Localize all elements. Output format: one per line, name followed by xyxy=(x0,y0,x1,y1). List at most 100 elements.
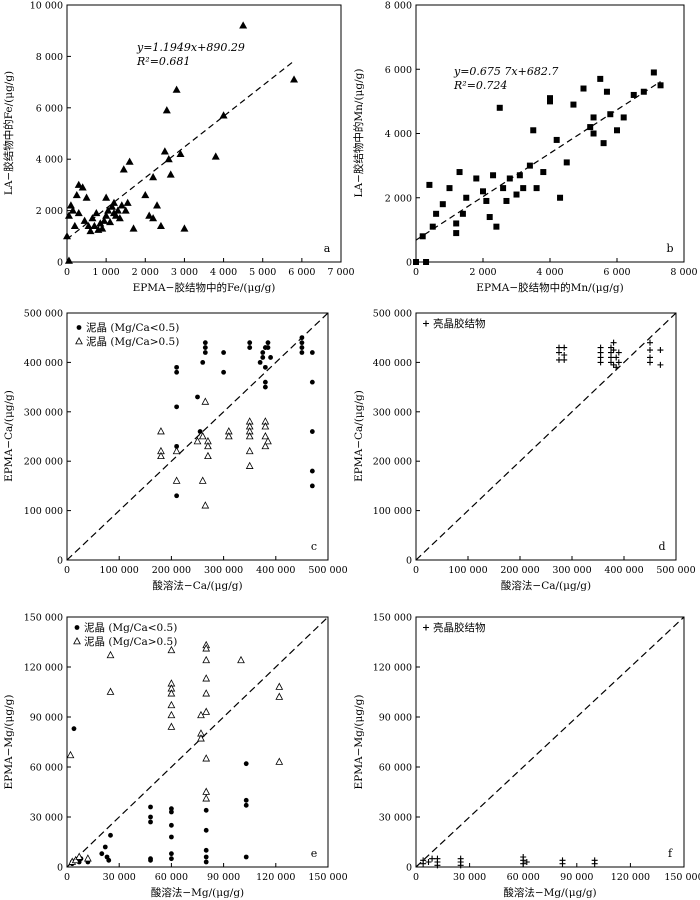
data-point xyxy=(245,461,254,469)
data-point xyxy=(503,197,510,204)
data-point xyxy=(64,256,73,264)
y-tick-label: 120 000 xyxy=(373,663,412,674)
x-tick-label: 4 000 xyxy=(536,267,563,278)
y-tick-label: 100 000 xyxy=(24,506,63,517)
data-point xyxy=(506,175,513,182)
series xyxy=(157,397,272,509)
data-point xyxy=(243,761,249,767)
data-point xyxy=(201,501,210,509)
data-point xyxy=(169,809,174,815)
data-point xyxy=(657,82,664,89)
y-tick-label: 0 xyxy=(57,258,63,269)
data-point xyxy=(92,208,101,217)
x-tick-label: 120 000 xyxy=(256,872,295,883)
data-point xyxy=(456,169,463,176)
y-tick-label: 2 000 xyxy=(36,206,63,217)
data-point xyxy=(480,188,486,195)
data-point xyxy=(111,211,120,219)
data-point xyxy=(453,220,460,227)
data-point xyxy=(426,181,433,188)
data-point xyxy=(483,197,490,204)
y-tick-label: 200 000 xyxy=(24,457,63,468)
data-point xyxy=(520,860,527,867)
data-point xyxy=(261,441,270,450)
data-point xyxy=(290,75,299,83)
x-tick-label: 90 000 xyxy=(207,872,240,883)
y-axis-label: EPMA−Ca/(μg/g) xyxy=(353,390,365,482)
data-point xyxy=(160,147,169,155)
x-tick-label: 200 000 xyxy=(152,565,191,576)
data-point xyxy=(198,432,207,440)
data-point xyxy=(172,85,181,93)
panel-label: e xyxy=(311,847,318,860)
y-tick-label: 6 000 xyxy=(385,65,412,76)
data-point xyxy=(597,75,604,82)
data-point xyxy=(169,806,174,812)
chart-panel-c: 0 100 000 200 000 300 000 400 000 500 000 0 100… xyxy=(3,309,348,593)
data-point xyxy=(167,710,176,719)
data-point xyxy=(590,130,597,137)
regression-equation: y=1.1949x+890.29 xyxy=(136,41,245,54)
data-point xyxy=(119,165,128,173)
data-point xyxy=(125,157,134,165)
data-point xyxy=(75,337,83,345)
data-point xyxy=(425,859,432,865)
x-tick-label: 0 xyxy=(64,565,70,576)
data-point xyxy=(172,446,181,455)
data-point xyxy=(433,210,440,217)
data-point xyxy=(202,787,211,795)
x-tick-label: 2 000 xyxy=(132,267,159,278)
panel-label: c xyxy=(311,540,317,553)
data-point xyxy=(243,802,249,808)
y-axis-label: LA−胶结物中的Fe/(μg/g) xyxy=(2,71,15,195)
data-point xyxy=(68,206,77,214)
data-point xyxy=(203,827,209,833)
data-point xyxy=(66,750,75,759)
data-point xyxy=(261,432,270,440)
plot-frame xyxy=(66,312,329,561)
data-point xyxy=(463,194,470,201)
r-squared: R²=0.681 xyxy=(136,55,190,68)
data-point xyxy=(86,226,95,235)
x-tick-label: 150 000 xyxy=(664,872,700,883)
one-to-one-line xyxy=(66,616,329,868)
data-point xyxy=(202,644,211,652)
x-tick-label: 4 000 xyxy=(210,267,237,278)
y-tick-label: 30 000 xyxy=(30,813,63,824)
data-point xyxy=(202,707,211,715)
series xyxy=(420,854,598,869)
data-point xyxy=(198,476,207,484)
data-point xyxy=(202,655,211,664)
data-point xyxy=(299,335,305,341)
data-point xyxy=(174,493,180,499)
data-point xyxy=(162,106,171,114)
data-point xyxy=(647,359,653,366)
data-point xyxy=(117,201,126,209)
data-point xyxy=(211,152,220,160)
data-point xyxy=(245,446,254,455)
data-point xyxy=(309,379,315,385)
x-tick-label: 400 000 xyxy=(604,565,643,576)
data-point xyxy=(169,822,174,828)
data-point xyxy=(597,359,604,366)
x-axis-label: EPMA−胶结物中的Fe/(μg/g) xyxy=(133,281,276,294)
y-tick-label: 400 000 xyxy=(373,358,412,369)
data-point xyxy=(174,443,180,449)
x-tick-label: 400 000 xyxy=(256,565,295,576)
data-point xyxy=(167,700,176,709)
legend-entry: 泥晶 (Mg/Ca>0.5) xyxy=(86,335,179,348)
y-tick-label: 30 000 xyxy=(379,813,412,824)
data-point xyxy=(74,208,83,217)
data-point xyxy=(157,427,165,435)
x-tick-label: 8 000 xyxy=(670,267,697,278)
y-tick-label: 150 000 xyxy=(24,613,63,624)
data-point xyxy=(141,190,150,199)
data-point xyxy=(265,345,271,350)
data-point xyxy=(580,85,587,92)
x-tick-label: 7 000 xyxy=(327,267,354,278)
data-point xyxy=(561,356,568,363)
data-point xyxy=(203,807,209,813)
data-point xyxy=(76,325,82,330)
y-tick-label: 0 xyxy=(57,863,63,874)
chart-panel-e: 0 30 000 60 000 90 000 120 000 150 000 0 30 000… xyxy=(3,613,348,900)
